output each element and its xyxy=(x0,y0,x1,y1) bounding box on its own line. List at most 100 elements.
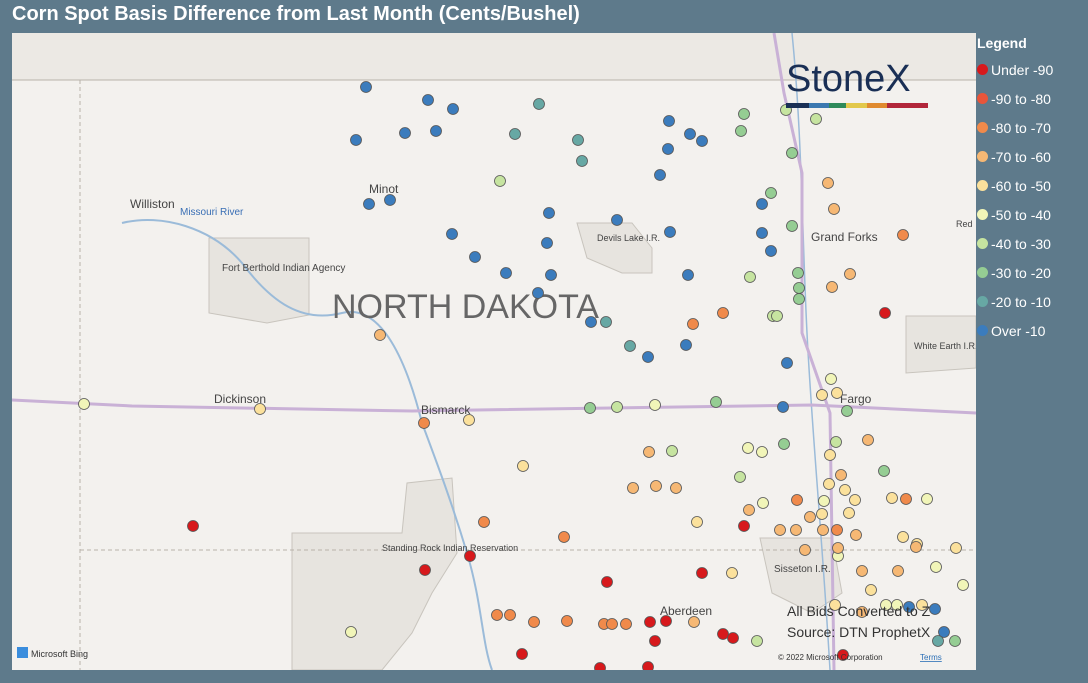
bid-point xyxy=(929,603,941,615)
place-label: White Earth I.R. xyxy=(914,341,976,351)
title: Corn Spot Basis Difference from Last Mon… xyxy=(12,3,580,25)
legend-swatch xyxy=(977,93,988,104)
legend-label: Under -90 xyxy=(991,61,1054,78)
bid-point xyxy=(862,434,874,446)
bid-point xyxy=(738,520,750,532)
place-label: Missouri River xyxy=(180,207,244,218)
legend-item[interactable]: -80 to -70 xyxy=(977,113,1053,142)
bid-point xyxy=(422,94,434,106)
legend-item[interactable]: Under -90 xyxy=(977,55,1053,84)
bid-point xyxy=(662,143,674,155)
bid-point xyxy=(804,511,816,523)
bid-point xyxy=(447,103,459,115)
bid-point xyxy=(735,125,747,137)
bid-point xyxy=(865,584,877,596)
bid-point xyxy=(756,446,768,458)
bid-point xyxy=(650,480,662,492)
bid-point xyxy=(791,494,803,506)
attribution: Microsoft Bing xyxy=(31,649,88,659)
area xyxy=(905,315,976,374)
bid-point xyxy=(600,316,612,328)
place-label: Sisseton I.R. xyxy=(774,564,831,575)
bid-point xyxy=(545,269,557,281)
bid-point xyxy=(363,198,375,210)
place-label: Standing Rock Indian Reservation xyxy=(382,543,518,553)
bid-point xyxy=(517,460,529,472)
bid-point xyxy=(790,524,802,536)
bid-point xyxy=(818,495,830,507)
bid-point xyxy=(670,482,682,494)
legend-swatch xyxy=(977,122,988,133)
bid-point xyxy=(831,524,843,536)
legend-item[interactable]: -90 to -80 xyxy=(977,84,1053,113)
bid-point xyxy=(584,402,596,414)
legend-swatch xyxy=(977,151,988,162)
bid-point xyxy=(717,307,729,319)
bid-point xyxy=(649,399,661,411)
legend-item[interactable]: -50 to -40 xyxy=(977,200,1053,229)
bid-point xyxy=(843,507,855,519)
bid-point xyxy=(938,626,950,638)
terms-link[interactable]: Terms xyxy=(920,653,942,662)
bid-point xyxy=(816,508,828,520)
bid-point xyxy=(897,531,909,543)
legend-label: -20 to -10 xyxy=(991,293,1051,310)
bid-point xyxy=(642,661,654,670)
bid-point xyxy=(832,542,844,554)
bid-point xyxy=(360,81,372,93)
bid-point xyxy=(850,529,862,541)
bid-point xyxy=(464,550,476,562)
bid-point xyxy=(844,268,856,280)
bid-point xyxy=(932,635,944,647)
bid-point xyxy=(886,492,898,504)
bid-point xyxy=(892,565,904,577)
bid-point xyxy=(504,609,516,621)
bid-point xyxy=(528,616,540,628)
brand: StoneX xyxy=(786,58,911,100)
bid-point xyxy=(829,599,841,611)
legend-swatch xyxy=(977,238,988,249)
bid-point xyxy=(585,316,597,328)
bid-point xyxy=(826,281,838,293)
place-label: Fargo xyxy=(840,392,872,406)
bid-point xyxy=(930,561,942,573)
legend-item[interactable]: -40 to -30 xyxy=(977,229,1053,258)
bid-point xyxy=(856,565,868,577)
bid-point xyxy=(957,579,969,591)
legend-item[interactable]: -60 to -50 xyxy=(977,171,1053,200)
bid-point xyxy=(950,542,962,554)
bid-point xyxy=(793,282,805,294)
bid-point xyxy=(765,245,777,257)
legend-item[interactable]: Over -10 xyxy=(977,316,1053,345)
legend-item[interactable]: -30 to -20 xyxy=(977,258,1053,287)
bid-point xyxy=(576,155,588,167)
bid-point xyxy=(572,134,584,146)
area xyxy=(759,537,843,614)
bid-point xyxy=(744,271,756,283)
bid-point xyxy=(910,541,922,553)
legend-item[interactable]: -70 to -60 xyxy=(977,142,1053,171)
bid-point xyxy=(879,307,891,319)
bid-point xyxy=(419,564,431,576)
bid-point xyxy=(688,616,700,628)
bid-point xyxy=(611,214,623,226)
region-label: NORTH DAKOTA xyxy=(332,288,599,326)
bid-point xyxy=(878,465,890,477)
bid-point xyxy=(624,340,636,352)
bid-point xyxy=(666,445,678,457)
legend-item[interactable]: -20 to -10 xyxy=(977,287,1053,316)
bid-point xyxy=(856,606,868,618)
legend-label: -70 to -60 xyxy=(991,148,1051,165)
bid-point xyxy=(664,226,676,238)
bid-point xyxy=(765,187,777,199)
bid-point xyxy=(463,414,475,426)
bid-point xyxy=(949,635,961,647)
place-label: Fort Berthold Indian Agency xyxy=(222,263,345,274)
bid-point xyxy=(478,516,490,528)
legend-swatch xyxy=(977,180,988,191)
copyright: © 2022 Microsoft Corporation xyxy=(778,653,883,662)
bid-point xyxy=(824,449,836,461)
area xyxy=(291,477,458,670)
legend-label: -30 to -20 xyxy=(991,264,1051,281)
bid-point xyxy=(916,599,928,611)
